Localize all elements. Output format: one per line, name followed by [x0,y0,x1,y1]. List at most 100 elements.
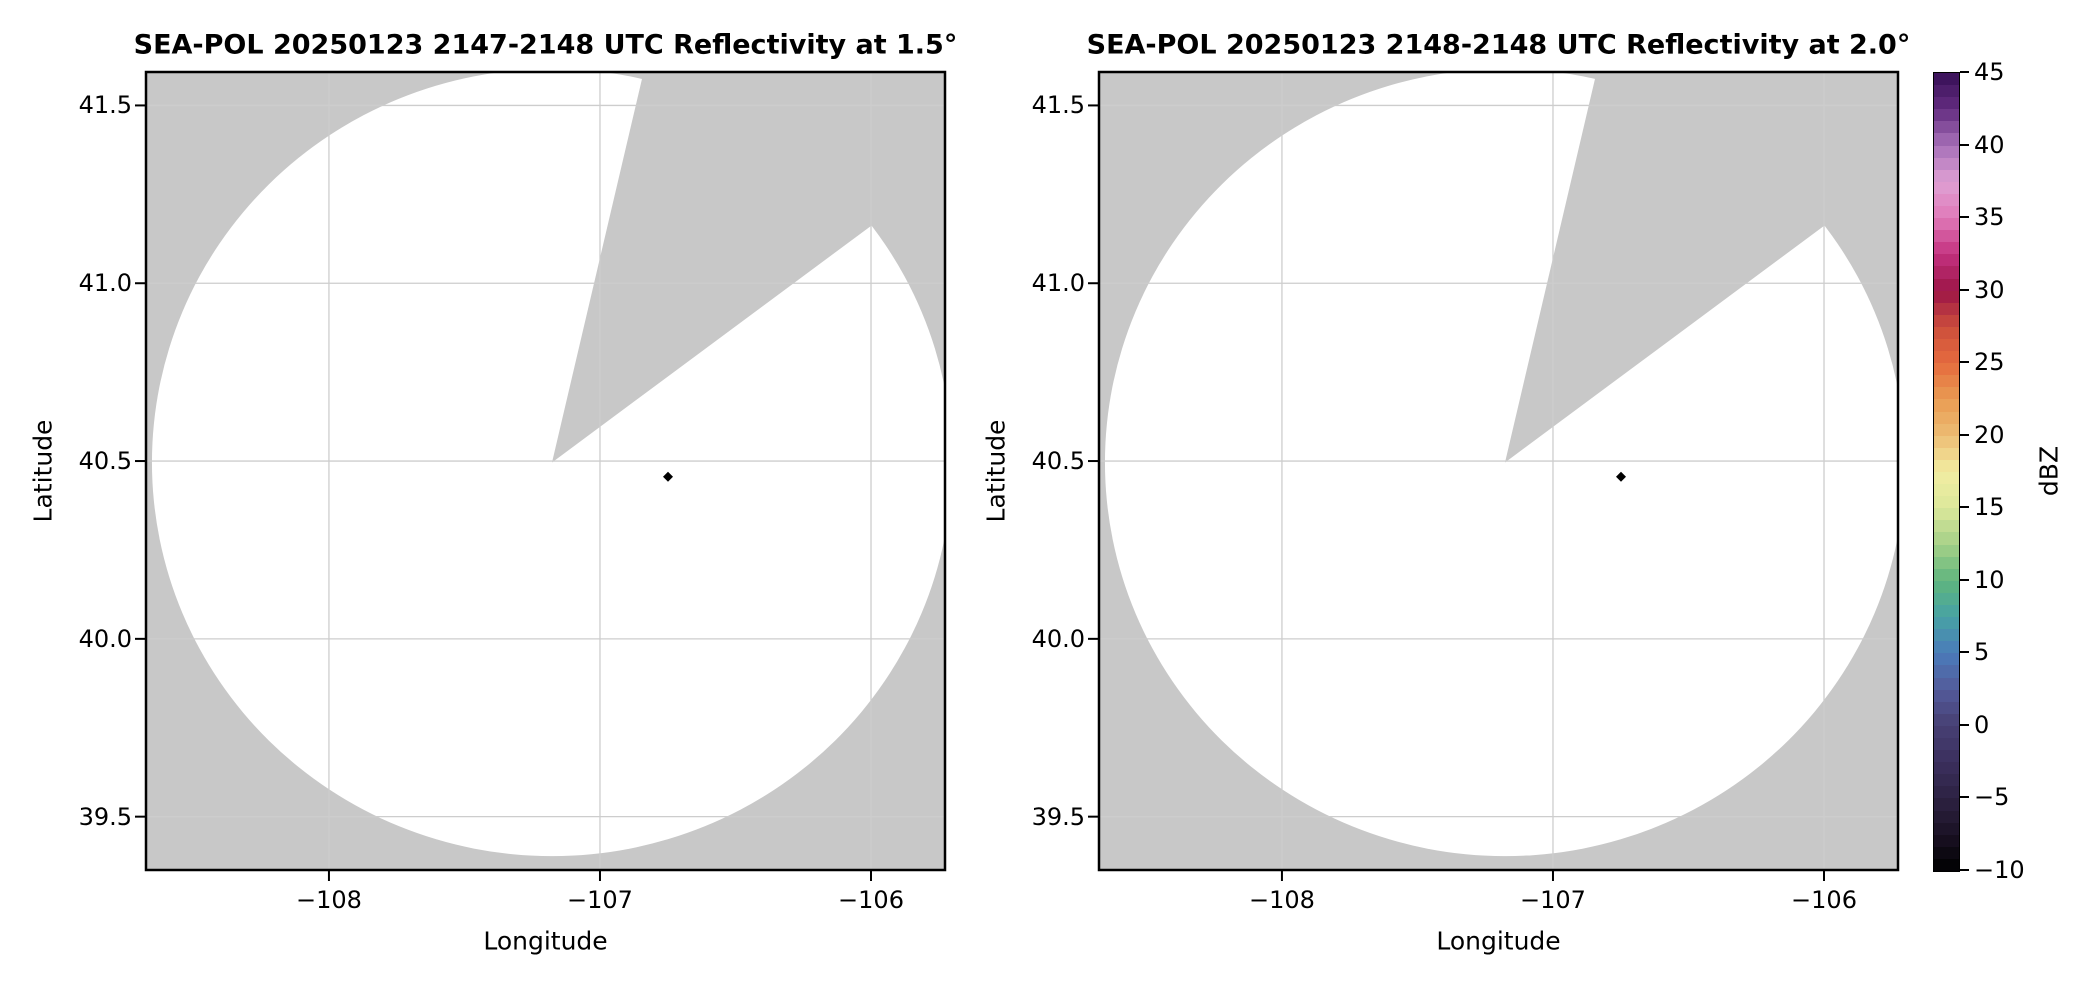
colorbar-band [1934,121,1959,135]
colorbar-band [1934,605,1959,618]
colorbar-band [1934,206,1959,219]
colorbar-tick [1959,361,1969,364]
colorbar-tick-label: 5 [1974,638,1990,667]
colorbar-band [1934,278,1959,292]
colorbar-band [1934,822,1959,836]
panel-left-x-axis-label: Longitude [483,926,608,956]
colorbar-band [1934,399,1959,413]
colorbar-band [1934,459,1959,473]
colorbar-tick [1959,71,1969,73]
colorbar-band [1934,532,1959,546]
colorbar-band [1934,689,1959,703]
colorbar-band [1934,774,1959,787]
colorbar-band [1934,302,1959,316]
colorbar-band [1934,435,1959,449]
colorbar-band [1934,363,1959,376]
colorbar-band [1934,157,1959,171]
colorbar-tick-label: 10 [1974,565,2005,594]
colorbar-band [1934,411,1959,425]
panel-right-title: SEA-POL 20250123 2148-2148 UTC Reflectiv… [1086,29,1911,61]
radar-ppi-plot [135,70,947,881]
y-tick-label: 39.5 [78,802,132,831]
colorbar-band [1934,169,1959,183]
colorbar-band [1934,834,1959,848]
colorbar-band [1934,568,1959,582]
y-tick-label: 41.5 [1031,91,1085,120]
colorbar-tick-label: 15 [1974,493,2005,522]
colorbar-band [1934,97,1959,110]
y-tick-label: 41.5 [78,91,132,120]
colorbar-gradient [1933,72,1960,872]
colorbar-tick [1959,723,1969,726]
axes-spines [1097,70,1900,872]
plot-clip-group [1099,72,1898,870]
colorbar-band [1934,230,1959,243]
colorbar-band [1934,810,1959,824]
x-tick-label: −106 [1791,886,1857,914]
plot-clip-group [146,72,945,870]
colorbar-tick [1959,796,1969,799]
x-tick-label: −108 [295,886,362,914]
colorbar-tick [1959,216,1969,219]
echo-point-marker [663,471,674,482]
colorbar-band [1934,641,1959,654]
colorbar-tick-label: 35 [1974,203,2005,232]
x-tick-label: −106 [838,886,904,914]
colorbar-band [1934,846,1959,860]
colorbar-band [1934,496,1959,509]
colorbar-tick [1959,578,1969,581]
y-tick-label: 41.0 [1031,269,1085,298]
missing-sector-wedge [552,72,945,463]
colorbar-band [1934,387,1959,401]
panel-right-plot-area [1079,66,1904,890]
x-tick-label: −108 [1248,886,1315,914]
colorbar-band [1934,701,1959,715]
colorbar-band [1934,339,1959,352]
colorbar-band [1934,290,1959,304]
colorbar-tick-label: −5 [1974,783,2010,812]
colorbar-band [1934,738,1959,751]
colorbar-band [1934,109,1959,122]
colorbar-band [1934,544,1959,558]
colorbar-band [1934,145,1959,159]
colorbar-band [1934,665,1959,679]
colorbar-tick-label: 0 [1974,710,1990,739]
missing-sector-wedge [1505,72,1898,463]
colorbar-band [1934,266,1959,280]
panel-right-x-axis-label: Longitude [1436,926,1561,956]
colorbar-band [1934,762,1959,775]
echo-point-marker [1616,471,1627,482]
x-tick-label: −107 [1520,886,1586,914]
colorbar-label: dBZ [2034,445,2064,497]
colorbar-band [1934,133,1959,147]
colorbar-band [1934,858,1959,871]
colorbar-band [1934,423,1959,437]
colorbar-tick-label: 20 [1974,420,2005,449]
colorbar-tick-label: 25 [1974,348,2005,377]
colorbar-band [1934,181,1959,195]
colorbar-band [1934,375,1959,388]
colorbar-band [1934,472,1959,485]
colorbar-band [1934,786,1959,800]
colorbar-band [1934,193,1959,207]
y-tick-label: 40.5 [1031,447,1085,476]
colorbar-tick [1959,433,1969,436]
colorbar-tick [1959,143,1969,146]
colorbar-band [1934,447,1959,461]
y-tick-label: 39.5 [1031,802,1085,831]
colorbar-band [1934,750,1959,763]
y-tick-label: 40.5 [78,447,132,476]
colorbar-tick-label: 40 [1974,130,2005,159]
colorbar-band [1934,677,1959,691]
colorbar-band [1934,242,1959,255]
colorbar-band [1934,580,1959,594]
panel-left-plot-area [126,66,951,890]
colorbar-band [1934,508,1959,521]
axes-spines [144,70,947,872]
colorbar-band [1934,218,1959,231]
colorbar-band [1934,617,1959,630]
radar-ppi-plot [1088,70,1900,881]
y-tick-label: 40.0 [1031,624,1085,653]
y-tick-label: 41.0 [78,269,132,298]
